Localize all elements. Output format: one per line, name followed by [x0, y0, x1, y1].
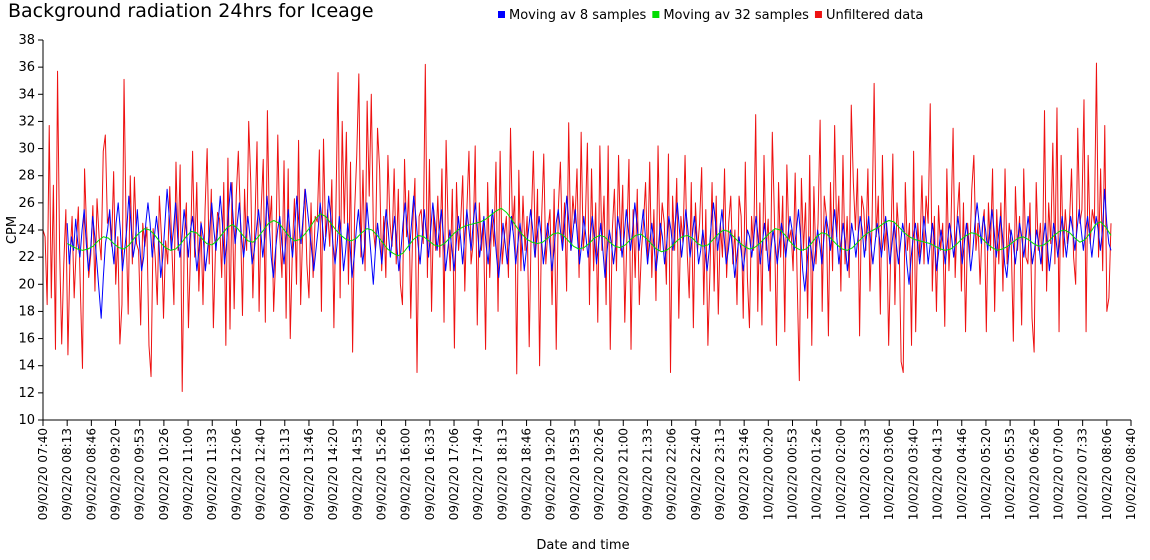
- x-tick-label: 10/02/20 05:53: [1003, 428, 1017, 520]
- x-tick-label: 10/02/20 02:33: [858, 428, 872, 520]
- x-tick-label: 09/02/20 14:53: [350, 428, 364, 520]
- y-tick-label: 30: [18, 142, 35, 157]
- y-tick-label: 28: [18, 169, 35, 184]
- legend-label: Unfiltered data: [826, 8, 923, 23]
- x-tick-label: 10/02/20 04:46: [955, 428, 969, 520]
- x-tick-label: 10/02/20 08:06: [1100, 428, 1114, 520]
- x-tick-label: 09/02/20 15:26: [374, 428, 388, 520]
- axes-layer: 10 12 14 16 18 20 22 24 26 28 30 32 34 36 38 09/02/20 0…: [18, 33, 1138, 520]
- x-tick-label: 09/02/20 17:40: [471, 428, 485, 520]
- legend-swatch: [652, 11, 660, 18]
- x-tick-label: 09/02/20 16:00: [399, 428, 413, 520]
- y-axis-label: CPM: [5, 216, 20, 244]
- x-tick-label: 10/02/20 03:06: [882, 428, 896, 520]
- y-tick-label: 38: [18, 33, 35, 48]
- series-layer: [42, 62, 1112, 392]
- x-tick-label: 09/02/20 18:13: [495, 428, 509, 520]
- x-tick-label: 10/02/20 04:13: [931, 428, 945, 520]
- series-line-moving-av-32-samples: [66, 207, 1112, 257]
- x-tick-label: 10/02/20 01:26: [810, 428, 824, 520]
- x-tick-label: 09/02/20 13:46: [302, 428, 316, 520]
- x-tick-label: 09/02/20 13:13: [278, 428, 292, 520]
- x-tick-label: 09/02/20 23:46: [737, 428, 751, 520]
- x-tick-label: 09/02/20 22:40: [689, 428, 703, 520]
- x-tick-label: 10/02/20 00:53: [786, 428, 800, 520]
- x-tick-label: 09/02/20 11:33: [205, 428, 219, 520]
- x-tick-label: 09/02/20 08:13: [60, 428, 74, 520]
- x-tick-label: 09/02/20 17:06: [447, 428, 461, 520]
- x-tick-label: 09/02/20 18:46: [520, 428, 534, 520]
- x-tick-label: 09/02/20 12:40: [254, 428, 268, 520]
- x-tick-label: 09/02/20 20:26: [592, 428, 606, 520]
- x-tick-label: 09/02/20 08:46: [84, 428, 98, 520]
- x-tick-label: 09/02/20 09:53: [133, 428, 147, 520]
- x-tick-label: 09/02/20 09:20: [109, 428, 123, 520]
- x-tick-label: 10/02/20 08:40: [1124, 428, 1138, 520]
- legend: Moving av 8 samples Moving av 32 samples U…: [498, 8, 923, 23]
- x-tick-label: 10/02/20 02:00: [834, 428, 848, 520]
- x-tick-label: 09/02/20 07:40: [36, 428, 50, 520]
- chart-title: Background radiation 24hrs for Iceage: [8, 0, 374, 22]
- y-tick-label: 34: [18, 87, 35, 102]
- legend-swatch: [814, 11, 822, 18]
- y-tick-label: 14: [18, 359, 35, 374]
- x-tick-label: 09/02/20 21:00: [616, 428, 630, 520]
- x-tick-label: 09/02/20 22:06: [665, 428, 679, 520]
- x-tick-label: 10/02/20 07:33: [1076, 428, 1090, 520]
- x-tick-label: 10/02/20 05:20: [979, 428, 993, 520]
- x-tick-label: 09/02/20 12:06: [229, 428, 243, 520]
- series-line-moving-av-8-samples: [66, 182, 1112, 319]
- x-tick-label: 09/02/20 19:20: [544, 428, 558, 520]
- y-tick-label: 12: [18, 386, 35, 401]
- y-tick-label: 10: [18, 413, 35, 428]
- x-tick-label: 10/02/20 06:26: [1027, 428, 1041, 520]
- x-tick-label: 10/02/20 00:20: [761, 428, 775, 520]
- y-tick-label: 16: [18, 332, 35, 347]
- y-tick-label: 22: [18, 250, 35, 265]
- legend-label: Moving av 8 samples: [509, 8, 647, 23]
- y-tick-label: 24: [18, 223, 35, 238]
- y-tick-label: 36: [18, 60, 35, 75]
- y-tick-label: 18: [18, 304, 35, 319]
- y-tick-label: 26: [18, 196, 35, 211]
- y-tick-label: 32: [18, 114, 35, 129]
- series-line-unfiltered-data: [42, 62, 1112, 392]
- x-tick-label: 09/02/20 23:13: [713, 428, 727, 520]
- x-tick-label: 09/02/20 19:53: [568, 428, 582, 520]
- x-tick-label: 10/02/20 03:40: [906, 428, 920, 520]
- y-tick-label: 20: [18, 277, 35, 292]
- x-tick-label: 09/02/20 16:33: [423, 428, 437, 520]
- x-tick-label: 09/02/20 21:33: [640, 428, 654, 520]
- x-tick-label: 09/02/20 14:20: [326, 428, 340, 520]
- x-tick-label: 09/02/20 11:00: [181, 428, 195, 520]
- x-axis-label: Date and time: [536, 538, 629, 553]
- x-tick-label: 10/02/20 07:00: [1051, 428, 1065, 520]
- x-tick-label: 09/02/20 10:26: [157, 428, 171, 520]
- legend-label: Moving av 32 samples: [663, 8, 809, 23]
- legend-swatch: [498, 11, 505, 18]
